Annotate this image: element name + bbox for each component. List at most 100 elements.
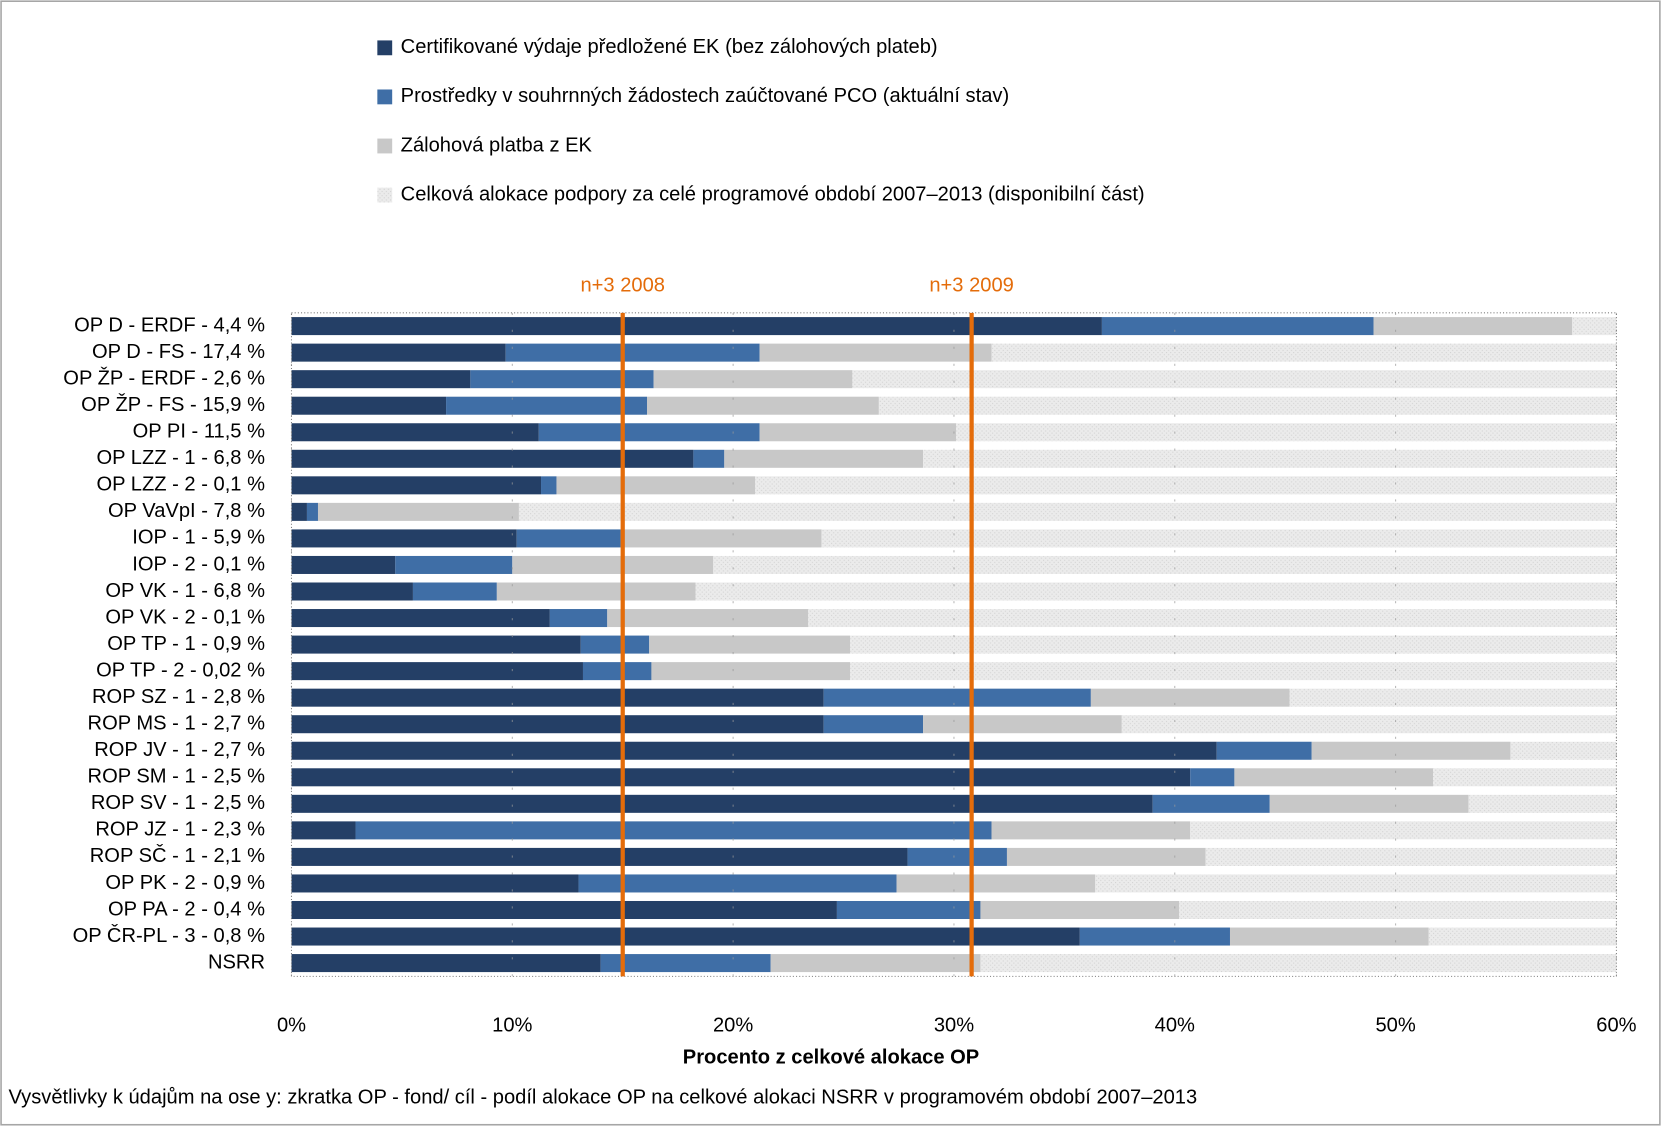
bar-segment xyxy=(1269,794,1469,813)
bar-segment xyxy=(549,609,608,628)
bars xyxy=(291,317,1617,973)
bar-segment xyxy=(695,582,1617,601)
bar-segment xyxy=(291,582,413,601)
y-tick-label: OP LZZ - 2 - 0,1 % xyxy=(96,474,265,496)
y-tick-label: OP VK - 1 - 6,8 % xyxy=(105,580,265,602)
bar-segment xyxy=(291,449,694,468)
legend-swatch xyxy=(377,187,393,203)
x-axis-title: Procento z celkové alokace OP xyxy=(683,1046,979,1068)
bar-segment xyxy=(1152,794,1270,813)
bar-segment xyxy=(291,954,601,973)
bar-segment xyxy=(600,954,771,973)
bar-segment xyxy=(852,370,1617,389)
bar-segment xyxy=(516,529,621,548)
bar-segment xyxy=(1101,317,1374,336)
bar-segment xyxy=(582,662,652,681)
x-tick-label: 20% xyxy=(713,1014,753,1036)
bar-segment xyxy=(355,821,992,840)
bar-segment xyxy=(291,423,539,442)
bar-segment xyxy=(505,343,760,362)
bar-segment xyxy=(395,555,513,574)
bar-segment xyxy=(291,927,1080,946)
bar-segment xyxy=(1229,927,1429,946)
y-tick-label: OP PI - 11,5 % xyxy=(133,421,265,443)
bar-segment xyxy=(291,715,824,734)
bar-segment xyxy=(808,609,1617,628)
bar-segment xyxy=(1216,741,1312,760)
bar-segment xyxy=(291,688,824,707)
legend-label: Zálohová platba z EK xyxy=(401,134,593,156)
reference-label: n+3 2009 xyxy=(929,275,1014,297)
bar-segment xyxy=(836,900,981,920)
bar-segment xyxy=(1428,927,1617,946)
bar-segment xyxy=(538,423,760,442)
y-tick-label: ROP SČ - 1 - 2,1 % xyxy=(90,844,265,867)
y-tick-label: NSRR xyxy=(208,951,265,973)
bar-segment xyxy=(823,688,1091,707)
y-tick-label: OP TP - 2 - 0,02 % xyxy=(96,659,265,681)
bar-segment xyxy=(291,317,1102,336)
bar-segment xyxy=(291,768,1191,787)
bar-segment xyxy=(821,529,1617,548)
bar-segment xyxy=(980,954,1617,973)
y-tick-label: OP LZZ - 1 - 6,8 % xyxy=(96,447,265,469)
y-tick-label: ROP JV - 1 - 2,7 % xyxy=(94,739,265,761)
bar-segment xyxy=(850,662,1617,681)
bar-segment xyxy=(1079,927,1230,946)
legend-label: Prostředky v souhrnných žádostech zaúčto… xyxy=(401,85,1010,107)
y-tick-label: OP VK - 2 - 0,1 % xyxy=(105,606,265,628)
bar-segment xyxy=(291,476,542,495)
legend-label: Celková alokace podpory za celé programo… xyxy=(401,183,1145,205)
bar-segment xyxy=(291,874,579,893)
bar-segment xyxy=(980,900,1180,920)
bar-segment xyxy=(1121,715,1617,734)
x-tick-label: 50% xyxy=(1375,1014,1415,1036)
bar-segment xyxy=(770,954,981,973)
legend-label: Certifikované výdaje předložené EK (bez … xyxy=(401,36,938,58)
y-tick-label: OP ČR-PL - 3 - 0,8 % xyxy=(73,924,265,947)
legend-swatch xyxy=(377,138,393,154)
bar-segment xyxy=(291,396,447,415)
bar-segment xyxy=(649,635,851,654)
bar-segment xyxy=(470,370,654,389)
bar-segment xyxy=(291,609,550,628)
y-tick-label: OP PA - 2 - 0,4 % xyxy=(108,898,265,920)
bar-segment xyxy=(724,449,924,468)
bar-segment xyxy=(713,555,1617,574)
bar-segment xyxy=(541,476,557,495)
bar-segment xyxy=(291,821,356,840)
bar-segment xyxy=(991,821,1191,840)
bar-segment xyxy=(1289,688,1617,707)
bar-segment xyxy=(923,715,1122,734)
y-tick-label: IOP - 2 - 0,1 % xyxy=(132,553,265,575)
y-tick-label: OP ŽP - FS - 15,9 % xyxy=(81,393,265,416)
y-tick-label: OP VaVpI - 7,8 % xyxy=(108,500,265,522)
bar-segment xyxy=(991,343,1617,362)
bar-segment xyxy=(580,635,650,654)
bar-segment xyxy=(1234,768,1434,787)
bar-segment xyxy=(291,794,1153,813)
bar-segment xyxy=(907,847,1007,866)
reference-label: n+3 2008 xyxy=(580,275,665,297)
bar-segment xyxy=(850,635,1617,654)
bar-segment xyxy=(647,396,879,415)
bar-segment xyxy=(291,847,908,866)
bar-segment xyxy=(1510,741,1617,760)
bar-segment xyxy=(620,529,822,548)
bar-segment xyxy=(512,555,714,574)
bar-segment xyxy=(1090,688,1290,707)
bar-segment xyxy=(759,423,957,442)
bar-segment xyxy=(291,555,396,574)
x-tick-label: 10% xyxy=(492,1014,532,1036)
bar-segment xyxy=(1006,847,1206,866)
bar-segment xyxy=(755,476,1617,495)
bar-segment xyxy=(291,343,506,362)
bar-segment xyxy=(759,343,992,362)
y-tick-label: ROP JZ - 1 - 2,3 % xyxy=(95,819,265,841)
legend-swatch xyxy=(377,40,393,56)
bar-segment xyxy=(823,715,924,734)
y-tick-label: IOP - 1 - 5,9 % xyxy=(132,527,265,549)
bar-segment xyxy=(956,423,1617,442)
plot-frame xyxy=(290,312,1617,977)
